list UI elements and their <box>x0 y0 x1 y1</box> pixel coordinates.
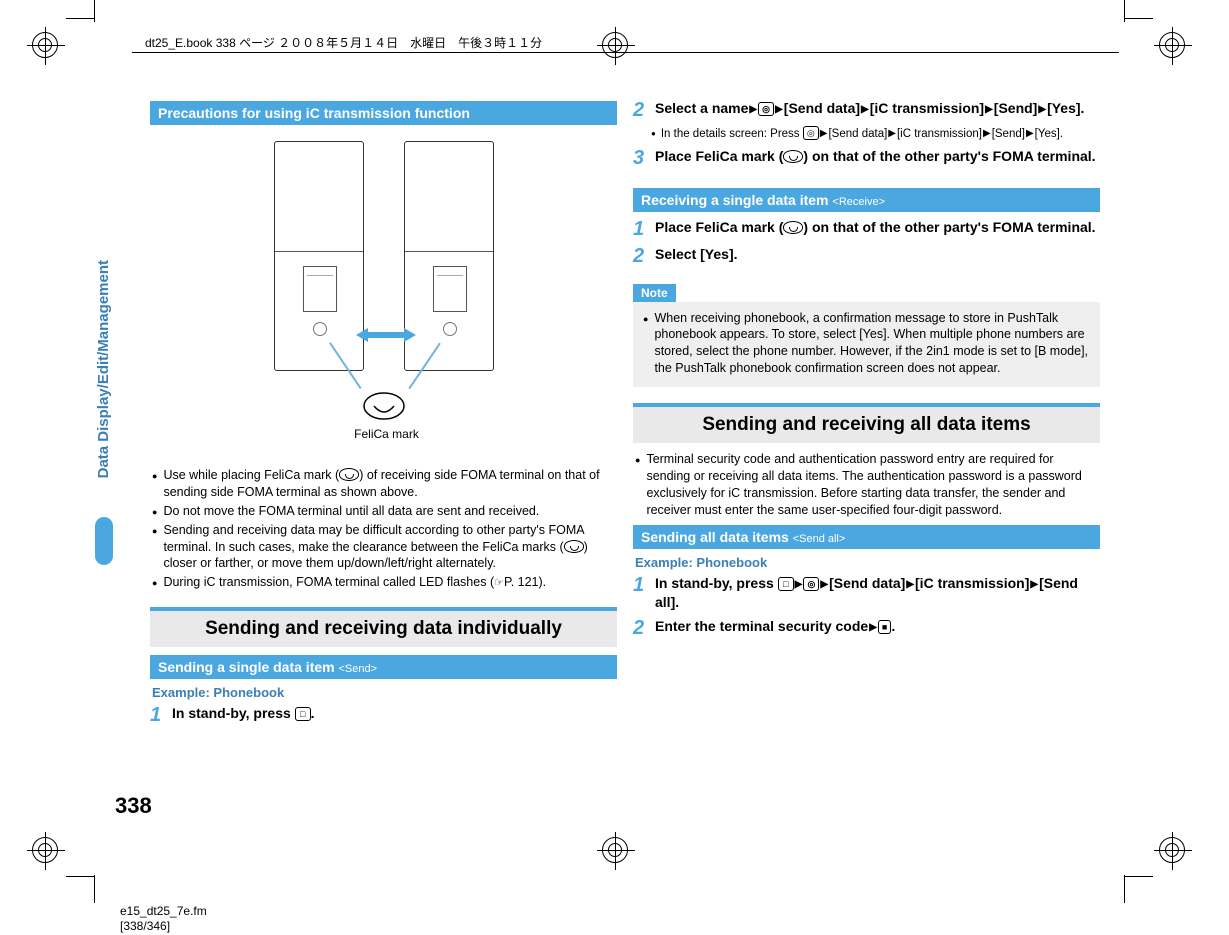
reg-mark-tl <box>32 32 58 58</box>
footer-meta: e15_dt25_7e.fm [338/346] <box>120 904 207 935</box>
page-number: 338 <box>115 793 152 819</box>
all-step-2: 2 Enter the terminal security code▶■. <box>633 617 1100 640</box>
page-ref-icon: ☞ <box>494 576 504 591</box>
reg-mark-tr <box>1159 32 1185 58</box>
recv-step-1: 1 Place FeliCa mark () on that of the ot… <box>633 218 1100 241</box>
page-content: Data Display/Edit/Management 338 Precaut… <box>95 85 1100 825</box>
precautions-list: Use while placing FeliCa mark () of rece… <box>150 467 617 591</box>
phone-left <box>274 141 364 371</box>
crop-mark <box>1124 0 1125 22</box>
step-number: 2 <box>633 99 649 122</box>
step-number: 1 <box>150 704 166 727</box>
center-key-icon: ■ <box>878 620 891 634</box>
list-item: Do not move the FOMA terminal until all … <box>152 503 615 520</box>
crop-mark <box>1125 18 1153 19</box>
felica-icon <box>783 150 803 163</box>
receive-single-heading: Receiving a single data item <Receive> <box>633 188 1100 212</box>
phone-right <box>404 141 494 371</box>
crop-mark <box>1125 876 1153 877</box>
crop-mark <box>94 875 95 903</box>
list-item: Use while placing FeliCa mark () of rece… <box>152 467 615 501</box>
send-all-heading: Sending all data items <Send all> <box>633 525 1100 549</box>
reg-mark-bc <box>602 837 628 863</box>
section-heading-all: Sending and receiving all data items <box>633 403 1100 443</box>
felica-icon <box>362 391 406 421</box>
note-label: Note <box>633 284 676 302</box>
step-text: Select [Yes]. <box>655 245 738 268</box>
list-item: When receiving phonebook, a confirmation… <box>643 310 1090 378</box>
section-heading-individually: Sending and receiving data individually <box>150 607 617 647</box>
step-text: Enter the terminal security code▶■. <box>655 617 895 640</box>
send-single-heading: Sending a single data item <Send> <box>150 655 617 679</box>
reg-mark-tc <box>602 32 628 58</box>
side-index-bar <box>95 517 113 565</box>
step-number: 3 <box>633 147 649 170</box>
book-header: dt25_E.book 338 ページ ２００８年５月１４日 水曜日 午後３時１… <box>145 34 542 51</box>
crop-mark <box>66 876 94 877</box>
heading-text: Receiving a single data item <box>641 192 832 208</box>
example-label: Example: Phonebook <box>152 685 617 700</box>
step-text: In stand-by, press □. <box>172 704 315 727</box>
step-2: 2 Select a name▶◎▶[Send data]▶[iC transm… <box>633 99 1100 122</box>
footer-pagecount: [338/346] <box>120 919 207 935</box>
all-step-1: 1 In stand-by, press □▶◎▶[Send data]▶[iC… <box>633 574 1100 613</box>
phonebook-key-icon: □ <box>778 577 794 591</box>
heading-text: Sending all data items <box>641 529 793 545</box>
step-number: 2 <box>633 617 649 640</box>
list-item: Sending and receiving data may be diffic… <box>152 522 615 573</box>
heading-tag: <Send all> <box>793 533 846 545</box>
list-item: During iC transmission, FOMA terminal ca… <box>152 574 615 591</box>
reg-mark-bl <box>32 837 58 863</box>
crop-mark <box>94 0 95 22</box>
header-rule <box>132 52 1119 53</box>
step-text: Place FeliCa mark () on that of the othe… <box>655 147 1096 170</box>
heading-text: Sending a single data item <box>158 659 338 675</box>
camera-key-icon: ◎ <box>803 126 819 140</box>
right-column: 2 Select a name▶◎▶[Send data]▶[iC transm… <box>633 95 1100 825</box>
footer-filename: e15_dt25_7e.fm <box>120 904 207 920</box>
heading-tag: <Send> <box>338 663 377 675</box>
step-number: 2 <box>633 245 649 268</box>
note-box: When receiving phonebook, a confirmation… <box>633 302 1100 388</box>
phone-illustration: FeliCa mark <box>214 131 554 461</box>
step-2-sub: In the details screen: Press ◎▶[Send dat… <box>633 126 1100 143</box>
camera-key-icon: ◎ <box>758 102 774 116</box>
list-item: In the details screen: Press ◎▶[Send dat… <box>651 126 1100 143</box>
felica-icon <box>339 468 359 481</box>
camera-key-icon: ◎ <box>803 577 819 591</box>
step-3: 3 Place FeliCa mark () on that of the ot… <box>633 147 1100 170</box>
all-intro-list: Terminal security code and authenticatio… <box>633 451 1100 519</box>
step-1: 1 In stand-by, press □. <box>150 704 617 727</box>
double-arrow-icon <box>356 328 416 342</box>
step-text: Place FeliCa mark () on that of the othe… <box>655 218 1096 241</box>
felica-icon <box>564 540 584 553</box>
step-number: 1 <box>633 574 649 613</box>
left-column: Precautions for using iC transmission fu… <box>150 95 617 825</box>
felica-icon <box>783 221 803 234</box>
crop-mark <box>1124 875 1125 903</box>
crop-mark <box>66 18 94 19</box>
phonebook-key-icon: □ <box>295 707 311 721</box>
reg-mark-br <box>1159 837 1185 863</box>
recv-step-2: 2 Select [Yes]. <box>633 245 1100 268</box>
section-side-tab: Data Display/Edit/Management <box>95 260 112 478</box>
step-number: 1 <box>633 218 649 241</box>
step-text: In stand-by, press □▶◎▶[Send data]▶[iC t… <box>655 574 1100 613</box>
felica-mark-label: FeliCa mark <box>342 427 432 441</box>
heading-tag: <Receive> <box>832 196 885 208</box>
precautions-heading: Precautions for using iC transmission fu… <box>150 101 617 125</box>
list-item: Terminal security code and authenticatio… <box>635 451 1098 519</box>
example-label: Example: Phonebook <box>635 555 1100 570</box>
step-text: Select a name▶◎▶[Send data]▶[iC transmis… <box>655 99 1084 122</box>
